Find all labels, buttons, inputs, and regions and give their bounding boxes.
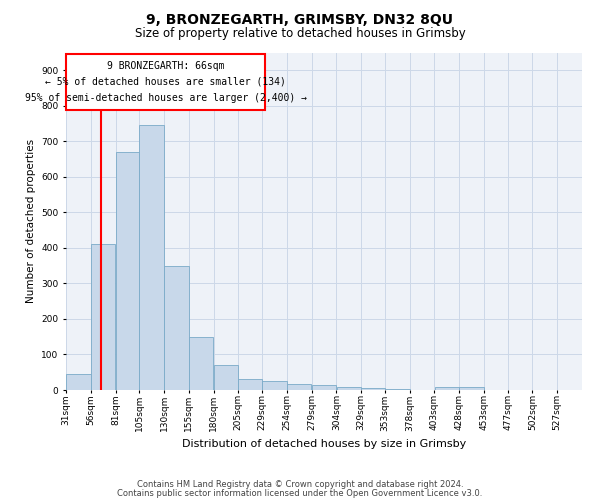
Text: 9, BRONZEGARTH, GRIMSBY, DN32 8QU: 9, BRONZEGARTH, GRIMSBY, DN32 8QU [146,12,454,26]
Bar [460,387,484,390]
Text: 95% of semi-detached houses are larger (2,400) →: 95% of semi-detached houses are larger (… [25,92,307,102]
Bar [116,152,139,390]
Bar [434,387,459,390]
Bar [361,388,385,390]
Bar [337,387,361,390]
Bar [287,384,311,390]
Bar [189,336,214,390]
Bar [238,378,262,390]
Text: Contains public sector information licensed under the Open Government Licence v3: Contains public sector information licen… [118,488,482,498]
Bar [385,389,410,390]
Text: ← 5% of detached houses are smaller (134): ← 5% of detached houses are smaller (134… [45,77,286,87]
X-axis label: Distribution of detached houses by size in Grimsby: Distribution of detached houses by size … [182,439,466,449]
Bar [312,384,336,390]
Text: Contains HM Land Registry data © Crown copyright and database right 2024.: Contains HM Land Registry data © Crown c… [137,480,463,489]
FancyBboxPatch shape [66,54,265,110]
Bar [262,381,287,390]
Bar [66,374,91,390]
Bar [139,126,164,390]
Y-axis label: Number of detached properties: Number of detached properties [26,139,35,304]
Text: 9 BRONZEGARTH: 66sqm: 9 BRONZEGARTH: 66sqm [107,62,224,72]
Text: Size of property relative to detached houses in Grimsby: Size of property relative to detached ho… [134,28,466,40]
Bar [214,365,238,390]
Bar [164,266,188,390]
Bar [91,244,115,390]
